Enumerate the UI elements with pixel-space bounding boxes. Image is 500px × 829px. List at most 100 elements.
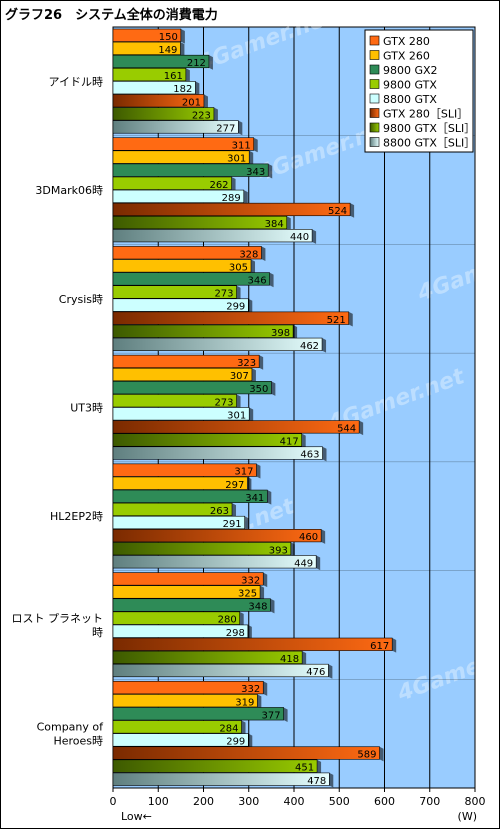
bar-value-label: 273	[214, 397, 233, 408]
bar	[112, 94, 205, 108]
bar	[112, 542, 292, 556]
bar-depth	[185, 68, 190, 83]
bar	[112, 407, 250, 421]
bar-value-label: 451	[295, 763, 314, 774]
bar-depth	[301, 433, 306, 449]
bar-depth	[241, 720, 246, 736]
bar	[112, 394, 237, 408]
bar-value-label: 325	[238, 589, 257, 600]
category-label: Crysis時	[59, 293, 103, 306]
bar-depth	[249, 150, 254, 166]
bar	[112, 81, 196, 95]
bar-value-label: 161	[164, 71, 183, 82]
bar-depth	[269, 272, 274, 288]
bar-depth	[271, 381, 276, 396]
legend-swatch	[369, 137, 380, 147]
bar-depth	[203, 94, 208, 110]
bar-value-label: 263	[210, 506, 229, 517]
bar	[112, 555, 317, 569]
x-tick-label: 200	[193, 795, 214, 808]
bar	[112, 572, 264, 586]
bar	[112, 28, 182, 42]
bar-value-label: 418	[280, 654, 299, 665]
bar-value-label: 280	[218, 615, 237, 626]
bar-value-label: 449	[294, 558, 313, 569]
bar	[112, 120, 239, 134]
bar-depth	[259, 355, 264, 370]
bar-value-label: 284	[219, 723, 238, 734]
bar-value-label: 297	[225, 480, 244, 491]
bar	[112, 202, 351, 217]
bar-depth	[236, 285, 241, 301]
bar-value-label: 289	[222, 193, 241, 204]
bar-depth	[236, 394, 241, 409]
bar-depth	[322, 446, 327, 462]
category-label: HL2EP2時	[50, 510, 103, 523]
bar-value-label: 332	[241, 575, 260, 586]
legend-entry: 9800 GTX	[383, 79, 437, 92]
x-tick-label: 700	[419, 795, 440, 808]
bar-depth	[248, 298, 253, 314]
bar-depth	[290, 542, 295, 557]
legend-swatch	[369, 79, 380, 89]
bar	[112, 272, 270, 286]
bar-value-label: 149	[158, 45, 177, 56]
bar-value-label: 317	[234, 467, 253, 478]
bar-value-label: 273	[214, 289, 233, 300]
bar-depth	[270, 598, 275, 614]
bar-depth	[263, 572, 268, 588]
bar-depth	[392, 638, 397, 653]
bar-depth	[231, 176, 236, 192]
bar	[112, 433, 302, 447]
bar-depth	[286, 216, 291, 231]
bar-value-label: 398	[271, 328, 290, 339]
bar	[112, 137, 255, 151]
bar	[112, 611, 240, 625]
bar-depth	[247, 624, 252, 640]
bar	[112, 502, 233, 517]
bar	[112, 259, 252, 273]
bar-depth	[268, 163, 273, 179]
bar-depth	[350, 203, 355, 218]
legend-swatch	[369, 35, 380, 46]
bar	[112, 420, 360, 434]
bar-depth	[322, 338, 327, 353]
bar-value-label: 384	[265, 219, 284, 230]
bar	[112, 54, 210, 69]
bar-depth	[251, 368, 256, 383]
bar	[112, 215, 288, 230]
bar-depth	[260, 585, 265, 601]
bar-value-label: 341	[245, 493, 264, 504]
bar	[112, 585, 261, 599]
bar-value-label: 262	[209, 180, 228, 191]
bar	[112, 367, 253, 382]
bar	[112, 720, 242, 734]
bar	[112, 311, 350, 325]
x-tick-label: 600	[374, 795, 395, 808]
bar-depth	[195, 81, 200, 96]
bar	[112, 163, 269, 177]
bar-depth	[238, 120, 243, 136]
legend-entry: 8800 GTX	[383, 93, 437, 106]
bar-value-label: 393	[269, 545, 288, 556]
bar-value-label: 319	[235, 697, 254, 708]
bar-depth	[317, 759, 322, 775]
category-label: アイドル時	[49, 75, 103, 88]
bar	[112, 67, 187, 82]
bar	[112, 285, 237, 299]
bar-depth	[283, 707, 288, 723]
bar	[112, 489, 268, 503]
bar	[112, 759, 318, 773]
chart-title: グラフ26 システム全体の消費電力	[5, 8, 218, 23]
bar-value-label: 463	[300, 450, 319, 461]
legend-swatch	[369, 122, 380, 133]
bar-depth	[312, 229, 317, 244]
legend-swatch	[369, 93, 380, 104]
bar-value-label: 350	[249, 384, 268, 395]
bar-value-label: 307	[230, 371, 249, 382]
bar-depth	[249, 407, 254, 423]
bar-value-label: 223	[192, 110, 211, 121]
bar	[112, 624, 249, 638]
